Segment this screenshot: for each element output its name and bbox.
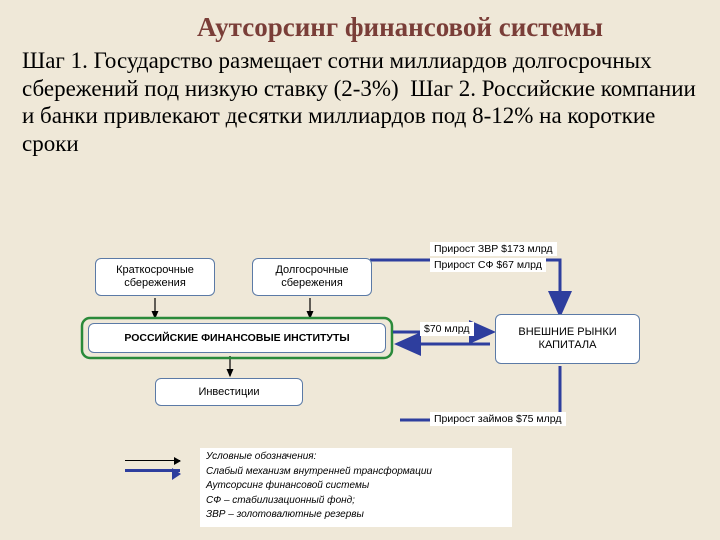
label-sf: Прирост СФ $67 млрд xyxy=(430,258,546,272)
legend-arrow-blue xyxy=(125,469,180,472)
label-loans: Прирост займов $75 млрд xyxy=(430,412,566,426)
box-long-savings: Долгосрочные сбережения xyxy=(252,258,372,296)
legend-line1: Слабый механизм внутренней трансформации xyxy=(206,465,506,480)
box-investments: Инвестиции xyxy=(155,378,303,406)
legend-line4: ЗВР – золотовалютные резервы xyxy=(206,508,506,523)
legend-line2: Аутсорсинг финансовой системы xyxy=(206,479,506,494)
flow-diagram: Краткосрочные сбережения Долгосрочные сб… xyxy=(0,0,720,540)
box-external-markets: ВНЕШНИЕ РЫНКИ КАПИТАЛА xyxy=(495,314,640,364)
box-institutes: РОССИЙСКИЕ ФИНАНСОВЫЕ ИНСТИТУТЫ xyxy=(88,323,386,353)
legend-line3: СФ – стабилизационный фонд; xyxy=(206,494,506,509)
box-short-savings: Краткосрочные сбережения xyxy=(95,258,215,296)
legend-arrow-black xyxy=(125,460,180,461)
label-mid: $70 млрд xyxy=(420,322,474,336)
label-zvr: Прирост ЗВР $173 млрд xyxy=(430,242,557,256)
legend-heading: Условные обозначения: xyxy=(206,450,506,465)
legend-box: Условные обозначения: Слабый механизм вн… xyxy=(200,448,512,527)
legend-arrows xyxy=(125,460,180,472)
